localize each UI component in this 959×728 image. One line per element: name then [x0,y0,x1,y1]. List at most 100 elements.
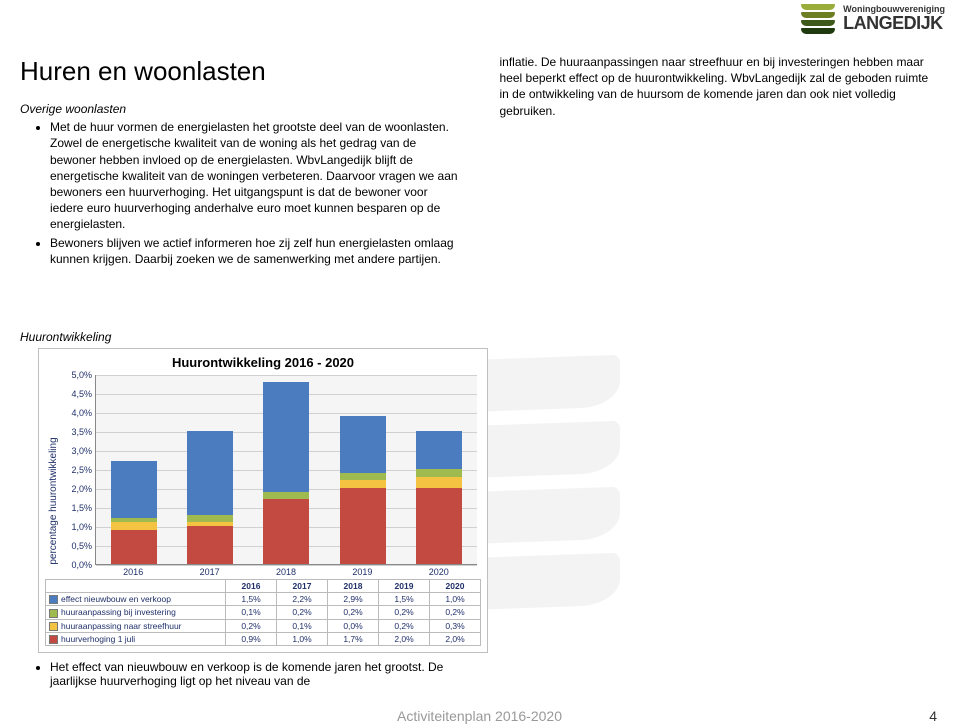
legend-header-cell: 2016 [226,580,277,593]
legend-header-row: 20162017201820192020 [46,580,481,593]
chart-ytick: 2,0% [62,484,92,494]
legend-value-cell: 0,2% [277,606,328,619]
page-number: 4 [929,708,937,724]
legend-value-cell: 0,2% [430,606,481,619]
legend-value-cell: 0,2% [226,619,277,632]
page-title: Huren en woonlasten [20,54,460,89]
legend-value-cell: 0,2% [379,606,430,619]
chart-segment [416,469,462,477]
legend-body: effect nieuwbouw en verkoop1,5%2,2%2,9% 1… [46,593,481,646]
legend-value-cell: 1,7% [328,632,379,645]
bullet-item: Bewoners blijven we actief informeren ho… [50,235,460,267]
chart-ytick: 5,0% [62,370,92,380]
legend-row: huuraanpassing naar streefhuur0,2%0,1%0,… [46,619,481,632]
bullet-item: Met de huur vormen de energielasten het … [50,119,460,232]
chart-xtick: 2018 [276,567,296,577]
chart-ytick: 4,0% [62,408,92,418]
chart-plot-area: 0,0%0,5%1,0%1,5%2,0%2,5%3,0%3,5%4,0%4,5%… [95,375,477,565]
legend-value-cell: 1,0% [277,632,328,645]
legend-series-label: effect nieuwbouw en verkoop [46,593,226,606]
chart-ylabel: percentage huurontwikkeling [48,437,59,564]
legend-value-cell: 0,1% [277,619,328,632]
logo-icon [801,4,835,34]
chart-title: Huurontwikkeling 2016 - 2020 [39,355,487,370]
legend-row: huuraanpassing bij investering0,1%0,2%0,… [46,606,481,619]
chart-bar [263,382,309,564]
chart-segment [111,522,157,530]
chart-segment [111,530,157,564]
legend-value-cell: 0,1% [226,606,277,619]
legend-value-cell: 2,9% [328,593,379,606]
legend-value-cell: 0,2% [328,606,379,619]
legend-swatch [49,635,58,644]
right-paragraph: inflatie. De huuraanpassingen naar stree… [500,54,940,119]
chart-segment [187,526,233,564]
chart-segment [340,488,386,564]
chart-ytick: 2,5% [62,465,92,475]
legend-value-cell: 0,3% [430,619,481,632]
legend-header-cell: 2019 [379,580,430,593]
legend-value-cell: 2,2% [277,593,328,606]
logo-stripe [801,28,835,34]
left-column: Huren en woonlasten Overige woonlasten M… [20,54,460,269]
chart-ytick: 4,5% [62,389,92,399]
chart-segment [263,492,309,500]
legend-header-blank [46,580,226,593]
legend-value-cell: 1,0% [430,593,481,606]
legend-row: effect nieuwbouw en verkoop1,5%2,2%2,9% 1… [46,593,481,606]
chart-xtick: 2016 [123,567,143,577]
bullet-list: Met de huur vormen de energielasten het … [20,119,460,267]
chart-gridline [96,565,477,566]
legend-series-label: huurverhoging 1 juli [46,632,226,645]
chart-xtick: 2019 [352,567,372,577]
legend-series-label: huuraanpassing naar streefhuur [46,619,226,632]
legend-header-cell: 2017 [277,580,328,593]
chart-segment [263,499,309,564]
chart-bar [340,416,386,564]
footer-text: Activiteitenplan 2016-2020 [0,708,959,724]
chart-segment [340,480,386,488]
chart-ytick: 1,5% [62,503,92,513]
bottom-bullet-item: Het effect van nieuwbouw en verkoop is d… [50,660,480,688]
logo-text: Woningbouwvereniging LANGEDIJK [843,5,945,33]
section-label-huurontwikkeling: Huurontwikkeling [20,330,111,344]
legend-series-label: huuraanpassing bij investering [46,606,226,619]
logo-stripe [801,20,835,26]
legend-swatch [49,595,58,604]
legend-header-cell: 2020 [430,580,481,593]
chart-segment [416,431,462,469]
chart-legend-table: 20162017201820192020 effect nieuwbouw en… [45,579,481,646]
chart-bars [96,375,477,564]
legend-value-cell: 2,0% [379,632,430,645]
chart-xtick: 2017 [200,567,220,577]
legend-swatch [49,622,58,631]
chart-ytick: 0,5% [62,541,92,551]
chart-segment [263,382,309,492]
legend-value-cell: 0,0% [328,619,379,632]
logo-line2: LANGEDIJK [843,14,945,33]
legend-value-cell: 0,9% [226,632,277,645]
logo-stripe [801,12,835,18]
chart-bar [416,431,462,564]
chart-segment [416,477,462,488]
chart-ytick: 1,0% [62,522,92,532]
chart-segment [416,488,462,564]
chart-segment [187,515,233,523]
chart-xtick: 2020 [429,567,449,577]
legend-header-cell: 2018 [328,580,379,593]
chart-bar [187,431,233,564]
chart-bar [111,461,157,564]
legend-swatch [49,609,58,618]
chart-huurontwikkeling: Huurontwikkeling 2016 - 2020 percentage … [38,348,488,653]
chart-segment [340,473,386,481]
legend-row: huurverhoging 1 juli0,9%1,0%1,7%2,0%2,0% [46,632,481,645]
chart-xticks: 2016 2017 2018 2019 2020 [95,567,477,577]
logo-stripe [801,4,835,10]
chart-ytick: 3,0% [62,446,92,456]
legend-value-cell: 1,5% [226,593,277,606]
section-label-overige: Overige woonlasten [20,101,460,117]
legend-value-cell: 2,0% [430,632,481,645]
chart-ytick: 3,5% [62,427,92,437]
logo: Woningbouwvereniging LANGEDIJK [801,4,945,34]
chart-segment [111,461,157,518]
